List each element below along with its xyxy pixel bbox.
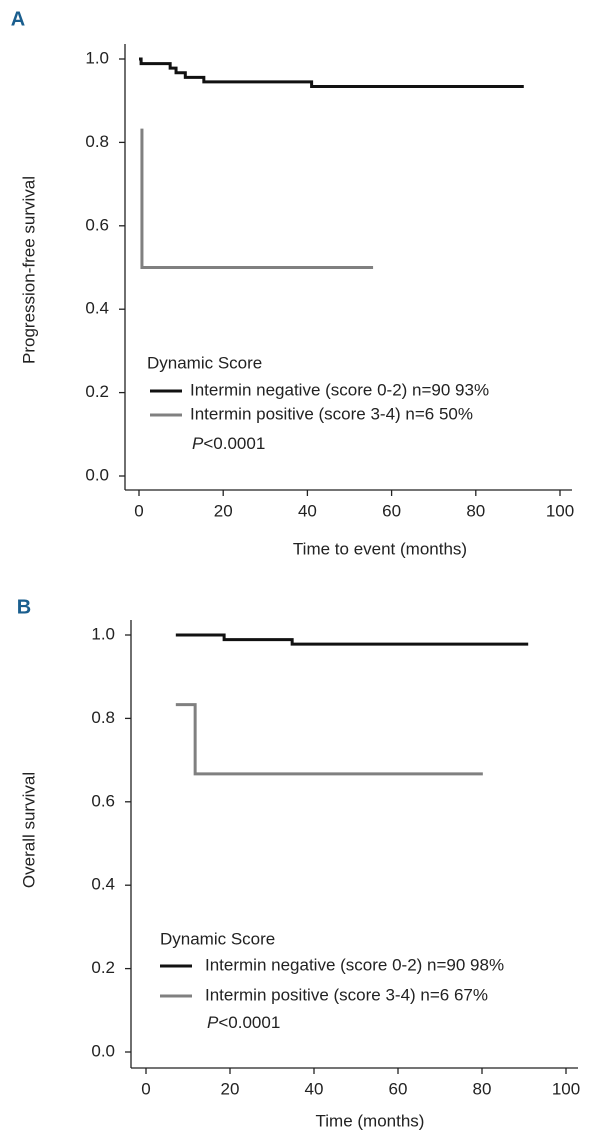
p-value-rest: <0.0001 xyxy=(218,1013,280,1032)
p-value: P<0.0001 xyxy=(192,434,265,453)
p-value-rest: <0.0001 xyxy=(203,434,265,453)
x-tick-label: 20 xyxy=(214,501,233,520)
x-tick-label: 40 xyxy=(305,1079,324,1098)
x-tick-label: 0 xyxy=(134,501,143,520)
x-tick-label: 100 xyxy=(546,501,574,520)
panel-label: B xyxy=(17,596,31,618)
survival-curve xyxy=(175,633,529,646)
y-tick-label: 0.4 xyxy=(91,875,115,894)
y-tick-label: 0.0 xyxy=(91,1041,115,1060)
x-tick-label: 80 xyxy=(466,501,485,520)
x-axis-label: Time to event (months) xyxy=(293,539,467,558)
survival-curve xyxy=(139,57,524,89)
x-tick-label: 40 xyxy=(298,501,317,520)
p-value: P<0.0001 xyxy=(207,1013,280,1032)
x-tick-label: 60 xyxy=(389,1079,408,1098)
y-tick-label: 0.6 xyxy=(85,215,109,234)
y-axis-label: Progression-free survival xyxy=(19,176,38,364)
x-tick-label: 100 xyxy=(552,1079,580,1098)
y-tick-label: 0.0 xyxy=(85,465,109,484)
legend-label: Intermin positive (score 3-4) n=6 67% xyxy=(205,985,488,1004)
p-value-italic: P xyxy=(192,434,204,453)
x-tick-label: 80 xyxy=(473,1079,492,1098)
legend-label: Intermin negative (score 0-2) n=90 93% xyxy=(190,380,489,399)
survival-curve xyxy=(140,128,374,269)
y-tick-label: 0.8 xyxy=(91,708,115,727)
y-tick-label: 0.6 xyxy=(91,791,115,810)
survival-curve xyxy=(175,703,483,776)
y-tick-label: 1.0 xyxy=(85,48,109,67)
panel-label: A xyxy=(11,8,25,30)
y-tick-label: 0.2 xyxy=(91,958,115,977)
p-value-italic: P xyxy=(207,1013,219,1032)
y-tick-label: 1.0 xyxy=(91,624,115,643)
legend-label: Intermin positive (score 3-4) n=6 50% xyxy=(190,404,473,423)
y-axis-label: Overall survival xyxy=(19,772,38,888)
y-tick-label: 0.4 xyxy=(85,299,109,318)
legend-title: Dynamic Score xyxy=(160,929,275,948)
x-axis-label: Time (months) xyxy=(316,1111,425,1130)
y-tick-label: 0.2 xyxy=(85,382,109,401)
x-tick-label: 60 xyxy=(382,501,401,520)
legend-label: Intermin negative (score 0-2) n=90 98% xyxy=(205,955,504,974)
x-tick-label: 20 xyxy=(221,1079,240,1098)
x-tick-label: 0 xyxy=(141,1079,150,1098)
legend-title: Dynamic Score xyxy=(147,353,262,372)
y-tick-label: 0.8 xyxy=(85,132,109,151)
